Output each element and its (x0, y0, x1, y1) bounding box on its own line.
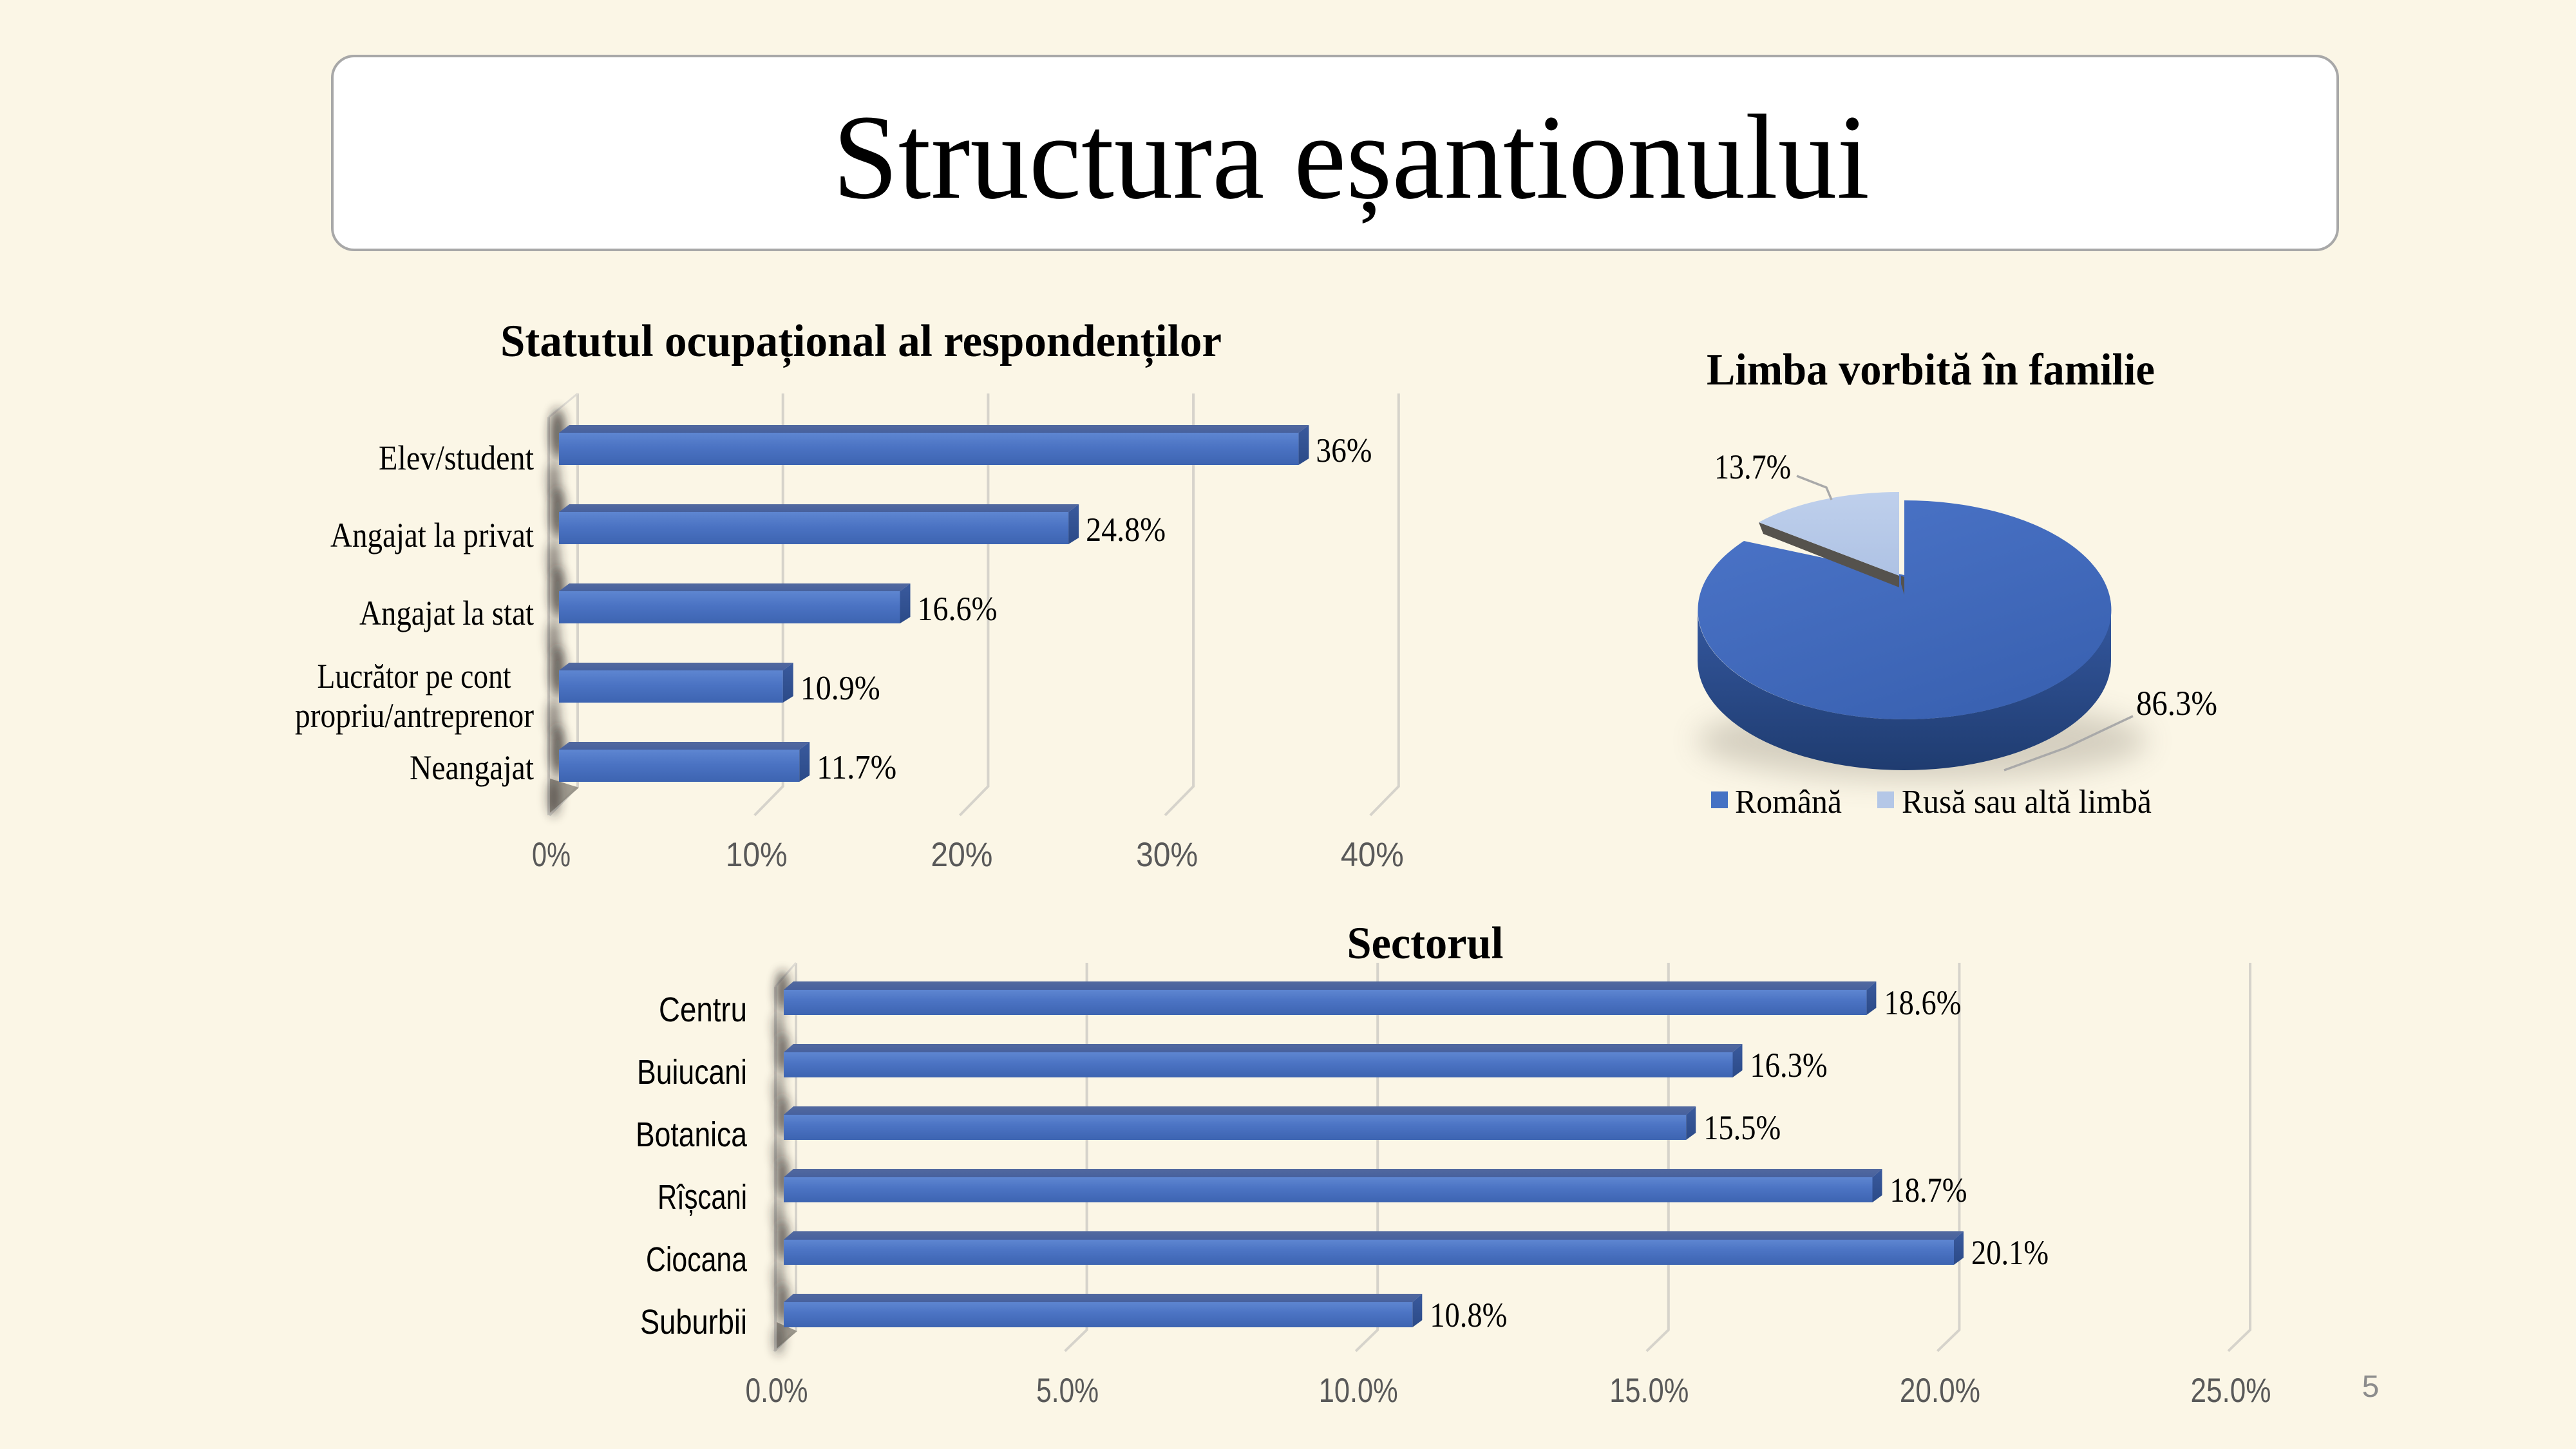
svg-text:11.7%: 11.7% (817, 749, 896, 786)
svg-text:Botanica: Botanica (636, 1115, 748, 1154)
svg-text:Limba vorbită în familie: Limba vorbită în familie (1707, 345, 2155, 395)
svg-text:20.1%: 20.1% (1971, 1233, 2049, 1272)
svg-text:15.5%: 15.5% (1703, 1108, 1781, 1147)
svg-text:20.0%: 20.0% (1900, 1372, 1980, 1410)
svg-text:Sectorul: Sectorul (1347, 918, 1504, 969)
svg-text:Buiucani: Buiucani (637, 1053, 747, 1092)
svg-text:10.0%: 10.0% (1319, 1372, 1398, 1410)
svg-text:20%: 20% (931, 836, 992, 874)
svg-text:15.0%: 15.0% (1609, 1372, 1689, 1410)
svg-text:Centru: Centru (659, 990, 747, 1029)
svg-text:Statutul ocupațional al respon: Statutul ocupațional al respondenților (500, 316, 1222, 368)
svg-text:Rîșcani: Rîșcani (658, 1178, 747, 1217)
svg-text:25.0%: 25.0% (2191, 1372, 2271, 1410)
svg-text:Ciocana: Ciocana (646, 1240, 748, 1279)
svg-text:Angajat la stat: Angajat la stat (359, 594, 534, 632)
svg-text:10.9%: 10.9% (800, 670, 880, 707)
svg-text:16.3%: 16.3% (1750, 1046, 1828, 1084)
svg-text:10.8%: 10.8% (1430, 1296, 1507, 1334)
svg-text:86.3%: 86.3% (2136, 684, 2217, 723)
svg-text:0.0%: 0.0% (746, 1372, 808, 1410)
svg-text:5: 5 (2362, 1370, 2380, 1404)
svg-text:30%: 30% (1136, 836, 1198, 874)
svg-text:Rusă sau altă limbă: Rusă sau altă limbă (1902, 784, 2152, 820)
svg-text:5.0%: 5.0% (1036, 1372, 1099, 1410)
svg-text:18.6%: 18.6% (1884, 983, 1961, 1022)
svg-text:13.7%: 13.7% (1714, 448, 1791, 486)
svg-text:propriu/antreprenor: propriu/antreprenor (295, 696, 534, 735)
svg-text:16.6%: 16.6% (918, 591, 998, 628)
svg-text:Structura eșantionului: Structura eșantionului (833, 90, 1870, 224)
svg-text:0%: 0% (532, 836, 571, 874)
svg-text:Suburbii: Suburbii (640, 1303, 747, 1341)
svg-text:10%: 10% (726, 836, 788, 874)
svg-text:24.8%: 24.8% (1086, 511, 1166, 549)
svg-text:Lucrător pe cont: Lucrător pe cont (317, 657, 511, 696)
svg-text:40%: 40% (1341, 836, 1404, 874)
svg-text:Elev/student: Elev/student (379, 439, 534, 477)
svg-text:36%: 36% (1316, 432, 1372, 469)
svg-text:Neangajat: Neangajat (410, 748, 534, 787)
svg-text:18.7%: 18.7% (1889, 1171, 1967, 1209)
svg-text:Română: Română (1735, 784, 1842, 820)
svg-text:Angajat la privat: Angajat la privat (330, 516, 534, 554)
